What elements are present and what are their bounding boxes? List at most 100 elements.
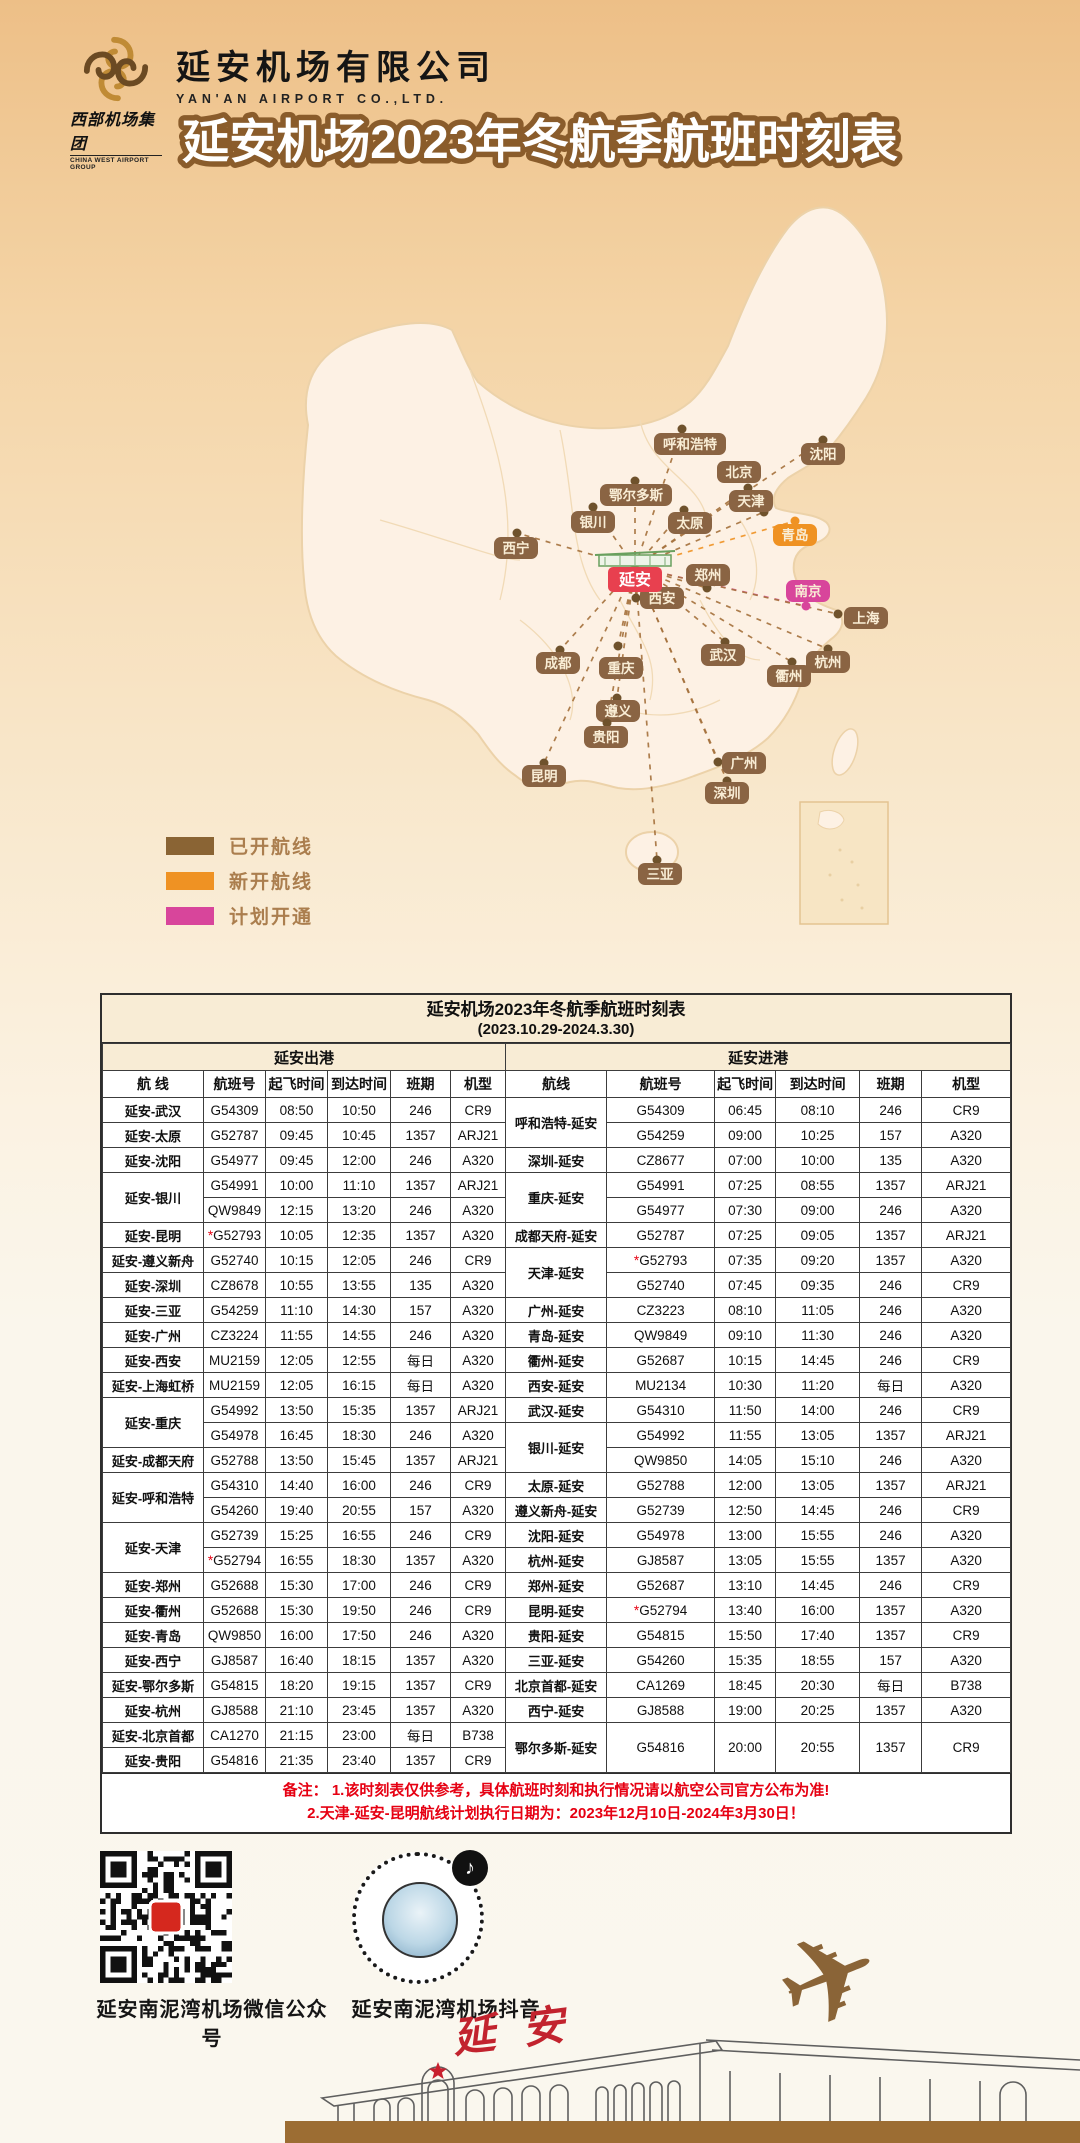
flight-data-cell: A320 <box>921 1647 1012 1673</box>
route-cell: 成都天府-延安 <box>505 1222 608 1248</box>
flight-data-cell: ARJ21 <box>449 1397 507 1423</box>
flight-data-cell: 246 <box>859 1297 923 1323</box>
table-row: G54260 19:40 20:55 157 A320 遵义新舟-延安 G52739 12:5… <box>103 1497 1012 1523</box>
flight-data-cell: *G52793 <box>203 1222 266 1248</box>
flight-data-cell: 13:05 <box>775 1472 861 1498</box>
column-header: 起飞时间 <box>265 1070 328 1098</box>
flight-data-cell: 每日 <box>390 1372 451 1398</box>
flight-data-cell: 17:40 <box>775 1622 861 1648</box>
terminal-mini-cols <box>604 556 666 565</box>
city-label: 深圳 <box>714 785 741 801</box>
city-dot <box>630 476 640 486</box>
route-cell: 延安-太原 <box>102 1122 204 1148</box>
legend-label: 新开航线 <box>229 872 314 893</box>
city-label: 西宁 <box>503 540 530 556</box>
flight-data-cell: 13:40 <box>714 1597 777 1623</box>
city-dot <box>613 641 623 651</box>
flight-data-cell: 246 <box>859 1497 923 1523</box>
route-cell: 太原-延安 <box>505 1472 608 1498</box>
flight-data-cell: G54978 <box>606 1522 716 1548</box>
timetable-notes: 备注： 1.该时刻表仅供参考，具体航班时刻和执行情况请以航空公司官方公布为准! … <box>102 1773 1010 1832</box>
flight-data-cell: 246 <box>390 1597 451 1623</box>
note-line: 2.天津-延安-昆明航线计划执行日期为：2023年12月10日-2024年3月3… <box>307 1804 805 1822</box>
flight-data-cell: 07:00 <box>714 1147 777 1173</box>
city-dot <box>677 424 687 434</box>
flight-data-cell: G54977 <box>203 1147 266 1173</box>
route-cell: 武汉-延安 <box>505 1397 608 1423</box>
flight-data-cell: *G52794 <box>606 1597 716 1623</box>
flight-data-cell: 20:00 <box>714 1722 777 1773</box>
route-cell: 延安-西安 <box>102 1347 204 1373</box>
route-cell: 广州-延安 <box>505 1297 608 1323</box>
column-header: 航班号 <box>203 1070 266 1098</box>
flight-data-cell: G52739 <box>203 1522 266 1548</box>
route-cell: 延安-沈阳 <box>102 1147 204 1173</box>
city-label: 郑州 <box>695 567 722 583</box>
city-dot <box>833 609 843 619</box>
flight-data-cell: A320 <box>449 1272 507 1298</box>
table-row: 延安-北京首都 CA1270 21:15 23:00 每日 B738 鄂尔多斯-延安 G548… <box>102 1722 1012 1773</box>
flight-data-cell: 246 <box>390 1622 451 1648</box>
flight-data-cell: 14:45 <box>775 1572 861 1598</box>
city-label-bg <box>729 490 773 512</box>
flight-data-cell: 1357 <box>390 1172 451 1198</box>
route-cell: 延安-广州 <box>102 1322 204 1348</box>
hub-label: 延安 <box>618 570 651 589</box>
city-dot <box>801 601 811 611</box>
flight-data-cell: 13:05 <box>714 1547 777 1573</box>
city-dot <box>818 435 828 445</box>
table-row: 延安-深圳 CZ8678 10:55 13:55 135 A320 G52740 07:45 0… <box>102 1272 1012 1298</box>
company-name-en: YAN'AN AIRPORT CO.,LTD. <box>176 92 448 106</box>
flight-data-cell: 11:20 <box>775 1372 861 1398</box>
asterisk-marker: * <box>633 1252 640 1268</box>
route-cell: 郑州-延安 <box>505 1572 608 1598</box>
flight-data-cell: 13:55 <box>327 1272 391 1298</box>
flight-data-cell: G54992 <box>606 1422 716 1448</box>
flight-data-cell: 10:15 <box>265 1247 328 1273</box>
route-cell: 延安-郑州 <box>102 1572 204 1598</box>
flight-data-cell: A320 <box>449 1147 507 1173</box>
route-cell: 沈阳-延安 <box>505 1522 608 1548</box>
flight-data-cell: 16:55 <box>265 1547 328 1573</box>
flight-data-cell: 13:50 <box>265 1397 328 1423</box>
flight-data-cell: 09:00 <box>775 1197 861 1223</box>
flight-data-cell: CZ3223 <box>606 1297 716 1323</box>
route-cell: 延安-呼和浩特 <box>102 1472 204 1523</box>
flight-data-cell: 17:00 <box>327 1572 391 1598</box>
table-row: 延安-呼和浩特 G54310 14:40 16:00 246 CR9 太原-延安 G52788… <box>102 1472 1012 1523</box>
city-label-bg <box>654 433 726 455</box>
flight-data-cell: CR9 <box>921 1572 1012 1598</box>
city-label-bg <box>494 537 538 559</box>
flight-data-cell: 07:30 <box>714 1197 777 1223</box>
flight-data-cell: GJ8588 <box>203 1697 266 1723</box>
flight-data-cell: ARJ21 <box>921 1222 1012 1248</box>
flight-data-cell: 157 <box>859 1122 923 1148</box>
poster-title-banner: 延安机场2023年冬航季航班时刻表 <box>177 110 904 174</box>
flight-data-cell: CR9 <box>449 1472 507 1498</box>
route-cell: 延安-杭州 <box>102 1697 204 1723</box>
group-name-cn: 西部机场集团 <box>70 112 156 153</box>
flight-data-cell: 21:35 <box>265 1747 328 1773</box>
flight-data-cell: 07:25 <box>714 1222 777 1248</box>
flight-data-cell: 08:10 <box>714 1297 777 1323</box>
route-line <box>634 566 793 663</box>
flight-data-cell: 09:20 <box>775 1247 861 1273</box>
flight-data-cell: 246 <box>859 1197 923 1223</box>
flight-data-cell: G54260 <box>203 1497 266 1523</box>
flight-data-cell: A320 <box>449 1372 507 1398</box>
flight-data-cell: 1357 <box>859 1222 923 1248</box>
city-label-bg <box>584 726 628 748</box>
flight-data-cell: 246 <box>859 1572 923 1598</box>
city-label: 杭州 <box>815 654 842 670</box>
route-cell: 延安-银川 <box>102 1172 204 1223</box>
flight-data-cell: GJ8587 <box>606 1547 716 1573</box>
flight-data-cell: 13:00 <box>714 1522 777 1548</box>
flight-data-cell: CR9 <box>921 1397 1012 1423</box>
timetable-grid: 延安出港 延安进港 航 线航班号 起飞时间 到达时间 班期 机型 航线 航班号 起飞时间 到达时… <box>101 1043 1012 1773</box>
flight-data-cell: 08:50 <box>265 1097 328 1123</box>
flight-data-cell: 09:45 <box>265 1122 328 1148</box>
flight-data-cell: 15:50 <box>714 1622 777 1648</box>
column-header: 到达时间 <box>327 1070 391 1098</box>
legend-label: 计划开通 <box>229 907 314 928</box>
flight-data-cell: CR9 <box>921 1497 1012 1523</box>
